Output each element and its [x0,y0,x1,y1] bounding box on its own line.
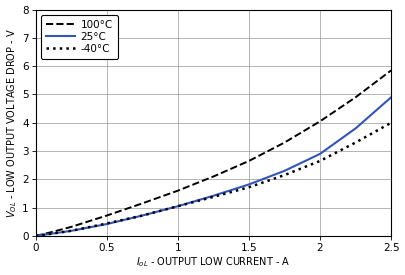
25°C [140,214,145,217]
25°C [389,96,394,99]
-40°C [33,234,38,238]
Line: 100°C: 100°C [36,70,391,236]
25°C [282,169,287,172]
25°C [33,234,38,238]
100°C [140,202,145,205]
25°C [247,183,252,186]
-40°C [140,214,145,217]
-40°C [247,186,252,189]
100°C [33,234,38,238]
25°C [104,222,109,226]
100°C [247,159,252,163]
100°C [282,141,287,144]
100°C [69,225,74,229]
-40°C [211,195,216,199]
25°C [47,232,52,236]
X-axis label: $I_{oL}$ - OUTPUT LOW CURRENT - A: $I_{oL}$ - OUTPUT LOW CURRENT - A [136,256,290,270]
-40°C [282,174,287,177]
100°C [211,175,216,178]
100°C [353,96,358,99]
-40°C [104,222,109,225]
100°C [104,214,109,217]
25°C [175,205,180,208]
100°C [389,69,394,72]
100°C [175,189,180,192]
Legend: 100°C, 25°C, -40°C: 100°C, 25°C, -40°C [41,15,118,59]
-40°C [389,121,394,124]
100°C [318,120,322,123]
Line: 25°C: 25°C [36,97,391,236]
25°C [69,229,74,232]
25°C [353,127,358,130]
100°C [47,231,52,234]
-40°C [318,159,322,163]
Line: -40°C: -40°C [36,123,391,236]
-40°C [47,232,52,236]
-40°C [353,141,358,144]
-40°C [175,205,180,208]
25°C [211,194,216,197]
-40°C [69,229,74,232]
Y-axis label: $V_{OL}$ - LOW OUTPUT VOLTAGE DROP - V: $V_{OL}$ - LOW OUTPUT VOLTAGE DROP - V [6,28,19,218]
25°C [318,152,322,156]
